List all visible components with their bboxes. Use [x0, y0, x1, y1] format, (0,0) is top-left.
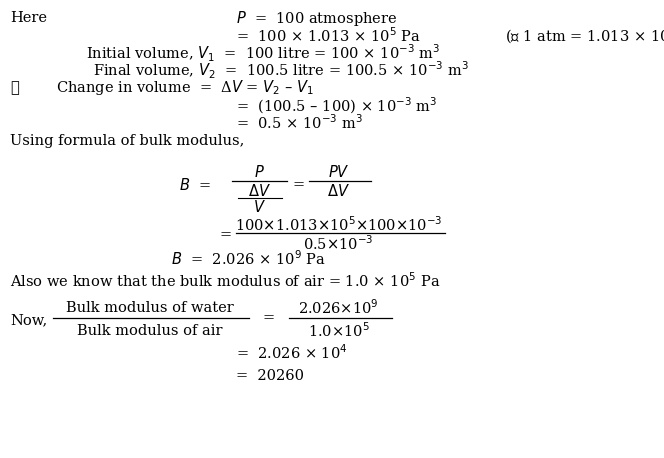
Text: 100$\times$1.013$\times$10$^{5}$$\times$100$\times$10$^{-3}$: 100$\times$1.013$\times$10$^{5}$$\times$…	[235, 215, 442, 234]
Text: Here: Here	[10, 11, 47, 25]
Text: 1.0×10$^{5}$: 1.0×10$^{5}$	[307, 322, 370, 340]
Text: $V$: $V$	[252, 199, 266, 214]
Text: $B$  =  2.026 × 10$^{9}$ Pa: $B$ = 2.026 × 10$^{9}$ Pa	[171, 250, 326, 268]
Text: $\Delta V$: $\Delta V$	[327, 183, 350, 199]
Text: $P$  =  100 atmosphere: $P$ = 100 atmosphere	[236, 9, 397, 28]
Text: Using formula of bulk modulus,: Using formula of bulk modulus,	[10, 134, 244, 148]
Text: =  20260: = 20260	[236, 369, 303, 382]
Text: =  (100.5 – 100) × 10$^{-3}$ m$^3$: = (100.5 – 100) × 10$^{-3}$ m$^3$	[236, 95, 437, 115]
Text: =: =	[293, 179, 305, 192]
Text: =  100 × 1.013 × 10$^{5}$ Pa: = 100 × 1.013 × 10$^{5}$ Pa	[236, 27, 421, 45]
Text: 0.5$\times$10$^{-3}$: 0.5$\times$10$^{-3}$	[303, 234, 374, 253]
Text: $B$  =: $B$ =	[179, 178, 211, 193]
Text: (∵ 1 atm = 1.013 × 10$^{5}$ Pa): (∵ 1 atm = 1.013 × 10$^{5}$ Pa)	[505, 26, 664, 46]
Text: =  0.5 × 10$^{-3}$ m$^3$: = 0.5 × 10$^{-3}$ m$^3$	[236, 114, 363, 132]
Text: Now,: Now,	[10, 314, 47, 327]
Text: $\Delta V$: $\Delta V$	[248, 183, 270, 199]
Text: =  2.026 × 10$^{4}$: = 2.026 × 10$^{4}$	[236, 344, 347, 362]
Text: =: =	[219, 228, 231, 242]
Text: Also we know that the bulk modulus of air = 1.0 × 10$^{5}$ Pa: Also we know that the bulk modulus of ai…	[10, 272, 440, 290]
Text: $P$: $P$	[254, 164, 264, 180]
Text: $PV$: $PV$	[328, 164, 349, 180]
Text: Change in volume  =  Δ$V$ = $V_{2}$ – $V_{1}$: Change in volume = Δ$V$ = $V_{2}$ – $V_{…	[56, 78, 314, 98]
Text: Initial volume, $V_1$  =  100 litre = 100 × 10$^{-3}$ m$^3$: Initial volume, $V_1$ = 100 litre = 100 …	[86, 43, 441, 64]
Text: ∴: ∴	[10, 81, 19, 95]
Text: 2.026×10$^{9}$: 2.026×10$^{9}$	[298, 299, 379, 317]
Text: Final volume, $V_2$  =  100.5 litre = 100.5 × 10$^{-3}$ m$^3$: Final volume, $V_2$ = 100.5 litre = 100.…	[93, 60, 469, 81]
Text: Bulk modulus of air: Bulk modulus of air	[76, 324, 222, 338]
Text: Bulk modulus of water: Bulk modulus of water	[66, 301, 233, 315]
Text: =: =	[262, 311, 274, 325]
